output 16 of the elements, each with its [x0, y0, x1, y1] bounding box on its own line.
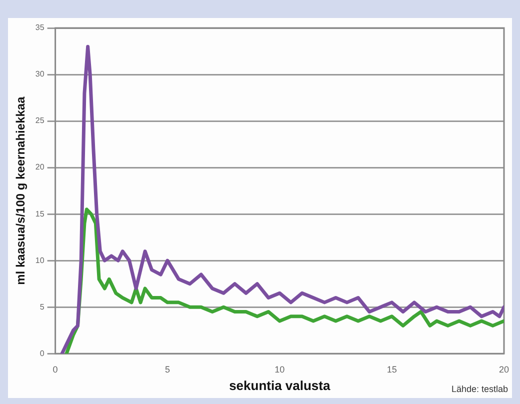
y-tick-label: 0	[40, 348, 45, 358]
y-tick-label: 30	[35, 70, 45, 79]
text: Lähde: testlab	[451, 384, 508, 394]
x-tick-label: 10	[274, 364, 285, 374]
x-tick-label: 5	[164, 364, 170, 374]
y-tick-label: 20	[35, 162, 45, 172]
y-tick-label: 5	[40, 302, 45, 312]
x-axis-title: sekuntia valusta	[229, 378, 331, 393]
x-tick-label: 0	[52, 364, 58, 374]
x-tick-label: 15	[386, 364, 397, 374]
y-tick-label: 15	[35, 209, 45, 218]
x-tick-label: 20	[498, 364, 509, 374]
y-tick-label: 25	[35, 116, 45, 126]
y-tick-label: 35	[35, 23, 45, 32]
y-tick-label: 10	[35, 256, 45, 265]
y-axis-title: ml kaasua/s/100 g keernahiekkaa	[14, 96, 28, 285]
